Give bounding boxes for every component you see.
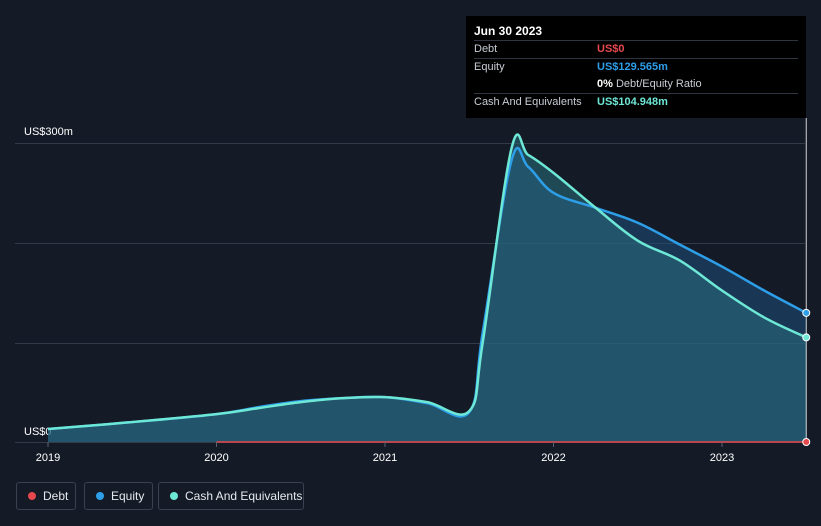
tooltip-ratio: 0% Debt/Equity Ratio	[597, 76, 702, 93]
tooltip-equity-label: Equity	[474, 61, 505, 73]
tooltip: Jun 30 2023 Debt US$0 Equity US$129.565m…	[466, 16, 806, 118]
cash-end-marker	[802, 333, 811, 342]
x-axis-ticks: 2019 2020 2021 2022 2023	[36, 442, 734, 464]
legend-item-cash[interactable]: Cash And Equivalents	[158, 482, 304, 510]
cash-dot-icon	[170, 492, 178, 500]
tooltip-cash-label: Cash And Equivalents	[474, 96, 582, 108]
legend-cash-label: Cash And Equivalents	[185, 489, 303, 503]
legend-equity-label: Equity	[111, 489, 145, 503]
tooltip-row-ratio: 0% Debt/Equity Ratio	[474, 76, 798, 93]
cash-line	[47, 133, 807, 431]
x-tick-label-2022: 2022	[541, 452, 565, 464]
legend-item-debt[interactable]: Debt	[16, 482, 76, 510]
legend-item-equity[interactable]: Equity	[84, 482, 153, 510]
tooltip-debt-label: Debt	[474, 43, 498, 55]
tooltip-debt-value: US$0	[597, 43, 625, 55]
debt-dot-icon	[28, 492, 36, 500]
cash-area	[48, 134, 807, 443]
equity-dot-icon	[96, 492, 104, 500]
tooltip-row-debt: Debt US$0	[474, 40, 798, 58]
y-axis-zero-label: US$0	[24, 426, 52, 438]
tooltip-date: Jun 30 2023	[474, 24, 543, 38]
tooltip-cash-value: US$104.948m	[597, 96, 668, 108]
debt-end-marker	[802, 438, 811, 446]
x-tick-label-2020: 2020	[204, 452, 228, 464]
tooltip-ratio-pct: 0%	[597, 78, 613, 90]
tooltip-equity-value: US$129.565m	[597, 61, 668, 73]
tooltip-ratio-label: Debt/Equity Ratio	[615, 78, 702, 90]
equity-end-marker	[802, 308, 811, 317]
x-tick-label-2023: 2023	[710, 452, 734, 464]
y-axis-top-label: US$300m	[24, 126, 73, 138]
tooltip-row-equity: Equity US$129.565m	[474, 58, 798, 76]
x-tick-label-2019: 2019	[36, 452, 60, 464]
x-tick-label-2021: 2021	[373, 452, 397, 464]
legend-debt-label: Debt	[43, 489, 69, 503]
tooltip-row-cash: Cash And Equivalents US$104.948m	[474, 93, 798, 111]
